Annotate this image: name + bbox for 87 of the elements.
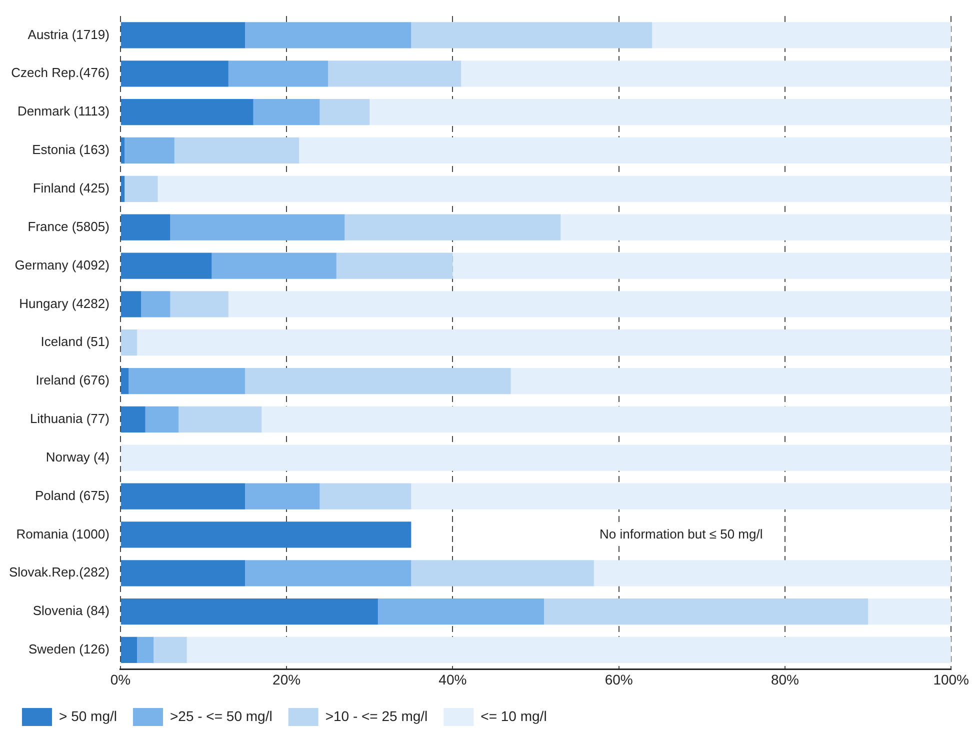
bar — [228, 291, 952, 318]
bar — [128, 368, 246, 394]
bar — [245, 560, 412, 586]
y-tick-label: Iceland (51) — [40, 334, 110, 350]
bar — [120, 444, 952, 471]
bar — [120, 137, 125, 164]
bar — [245, 22, 412, 48]
bar — [510, 368, 952, 394]
bar — [120, 22, 246, 48]
legend-label: >10 - <= 25 mg/l — [325, 708, 428, 724]
bar — [178, 406, 262, 433]
bar — [245, 368, 511, 394]
bar — [120, 483, 246, 510]
y-tick-label: Romania (1000) — [16, 526, 110, 542]
bar — [452, 252, 952, 279]
bar — [137, 330, 952, 356]
bar — [120, 291, 142, 318]
x-tick-label: 20% — [272, 671, 301, 688]
bar — [170, 291, 228, 318]
bar — [461, 60, 952, 87]
bar — [411, 560, 594, 586]
bar — [120, 176, 125, 202]
bar — [411, 22, 652, 48]
bar — [124, 137, 174, 164]
legend-label: >25 - <= 50 mg/l — [170, 708, 272, 724]
y-tick-label: Hungary (4282) — [19, 296, 110, 311]
y-tick-label: Poland (675) — [34, 488, 110, 503]
bar — [120, 522, 412, 548]
bar — [253, 98, 320, 126]
bar — [411, 483, 952, 510]
legend-label: <= 10 mg/l — [480, 708, 547, 724]
bar — [120, 598, 378, 625]
legend-label: > 50 mg/l — [59, 708, 117, 724]
bar — [212, 252, 336, 279]
y-tick-label: Czech Rep.(476) — [11, 65, 110, 80]
bar — [120, 330, 138, 356]
bar — [120, 368, 129, 394]
bar — [560, 214, 952, 240]
y-tick-label: Estonia (163) — [32, 142, 110, 158]
bar — [370, 98, 952, 126]
x-tick-label: 100% — [933, 671, 970, 688]
y-tick-label: Austria (1719) — [28, 26, 110, 42]
x-tick-label: 0% — [110, 671, 131, 688]
bar — [320, 483, 412, 510]
y-tick-label: Finland (425) — [32, 180, 110, 196]
bar — [124, 176, 158, 202]
y-tick-label: Slovak.Rep.(282) — [8, 564, 110, 580]
bar — [868, 598, 952, 625]
bar — [154, 636, 187, 664]
bar — [141, 291, 170, 318]
y-tick-label: Sweden (126) — [28, 642, 110, 657]
y-tick-label: Norway (4) — [46, 449, 110, 464]
bar — [228, 60, 328, 87]
y-tick-label: Lithuania (77) — [30, 411, 110, 426]
y-tick-label: Germany (4092) — [14, 257, 110, 272]
bar — [120, 60, 228, 87]
bar — [170, 214, 345, 240]
bar — [378, 598, 544, 625]
bar — [652, 22, 952, 48]
x-tick-label: 40% — [438, 671, 467, 688]
bar — [120, 252, 212, 279]
bar — [137, 636, 154, 664]
bar — [336, 252, 453, 279]
bar — [120, 636, 138, 664]
x-tick-label: 60% — [604, 671, 633, 688]
bar — [145, 406, 179, 433]
bar — [120, 560, 246, 586]
bar — [594, 560, 952, 586]
y-tick-label: Ireland (676) — [36, 372, 110, 388]
bar — [544, 598, 868, 625]
bar — [245, 483, 320, 510]
bar — [120, 214, 170, 240]
bar — [186, 636, 952, 664]
y-tick-label: Denmark (1113) — [17, 104, 110, 119]
bar — [328, 60, 462, 87]
bar — [158, 176, 952, 202]
bar — [344, 214, 561, 240]
y-tick-label: Slovenia (84) — [32, 603, 110, 618]
bar — [174, 137, 300, 164]
y-tick-label: France (5805) — [28, 218, 110, 234]
bar — [320, 98, 370, 126]
bar — [120, 98, 254, 126]
bar — [262, 406, 952, 433]
bar — [299, 137, 952, 164]
annotation: No information but ≤ 50 mg/l — [600, 526, 763, 542]
bar — [120, 406, 146, 433]
x-tick-label: 80% — [770, 671, 799, 688]
